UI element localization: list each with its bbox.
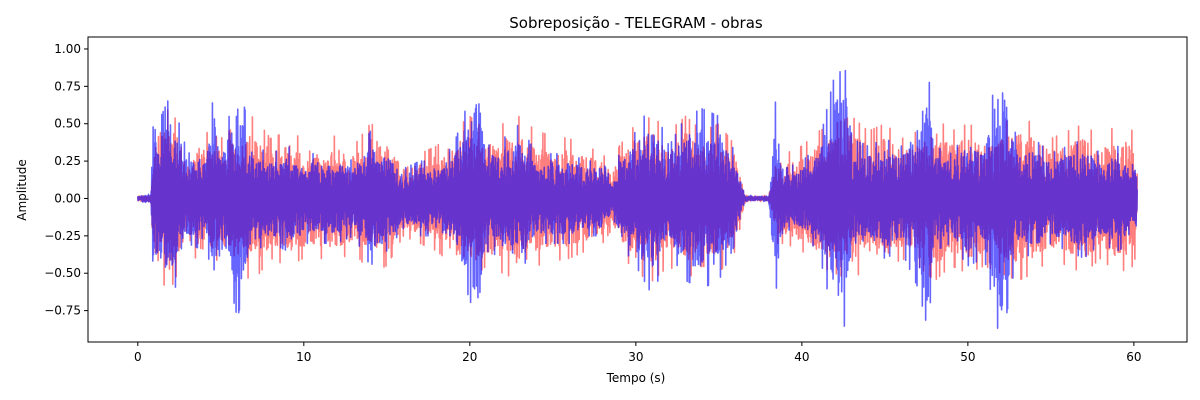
y-tick-label: 0.50 (54, 117, 81, 131)
x-axis: 0 10 20 30 40 50 60 (134, 342, 1142, 364)
x-tick-label: 20 (462, 350, 477, 364)
y-tick-label: 0.00 (54, 191, 81, 205)
x-tick-label: 60 (1126, 350, 1141, 364)
y-tick-label: −0.75 (44, 304, 81, 318)
x-tick-label: 40 (794, 350, 809, 364)
series-layer (137, 69, 1138, 329)
plot-frame (87, 36, 1188, 343)
x-tick-label: 30 (628, 350, 643, 364)
y-axis-label: Amplitude (15, 159, 29, 221)
y-tick-label: 1.00 (54, 42, 81, 56)
series-blue-waveform (137, 69, 1138, 329)
y-tick-label: −0.25 (44, 229, 81, 243)
y-tick-label: 0.75 (54, 79, 81, 93)
x-tick-label: 0 (134, 350, 142, 364)
chart-title: Sobreposição - TELEGRAM - obras (509, 14, 763, 32)
y-tick-label: −0.50 (44, 266, 81, 280)
plot-area (87, 36, 1188, 343)
y-axis: −0.75 −0.50 −0.25 0.00 0.25 0.50 0.75 1.00 (44, 42, 88, 318)
x-axis-label: Tempo (s) (606, 371, 666, 385)
x-tick-label: 50 (960, 350, 975, 364)
y-tick-label: 0.25 (54, 154, 81, 168)
x-tick-label: 10 (296, 350, 311, 364)
